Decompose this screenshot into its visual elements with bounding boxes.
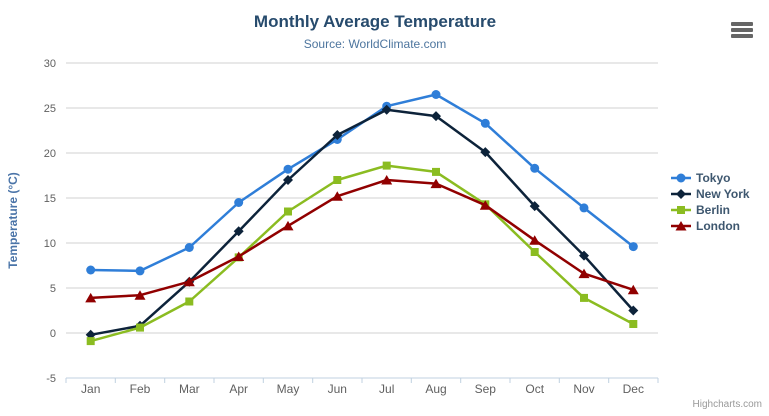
svg-text:10: 10 [44,238,56,250]
legend-label: London [696,219,740,233]
credits-link[interactable]: Highcharts.com [692,399,762,410]
legend-marker-triangle-icon [671,221,691,231]
menu-bar [731,34,753,38]
svg-text:Jul: Jul [379,382,394,396]
svg-text:Aug: Aug [425,382,446,396]
y-axis-title: Temperature (°C) [6,172,20,269]
series-new-york[interactable] [85,104,639,340]
series-tokyo[interactable] [86,90,638,276]
chart-title: Monthly Average Temperature [253,12,497,31]
x-axis-labels: Jan Feb Mar Apr May Jun Jul Aug Sep Oct Nov Dec [81,382,644,396]
menu-bar [731,22,753,26]
svg-text:Feb: Feb [130,382,151,396]
gridlines [66,62,658,379]
legend-label: Tokyo [696,171,731,185]
legend-marker-diamond-icon [671,189,691,199]
svg-text:Oct: Oct [525,382,544,396]
svg-text:Jun: Jun [328,382,347,396]
legend-marker-circle-icon [671,173,691,183]
menu-bar [731,28,753,32]
svg-text:Dec: Dec [623,382,644,396]
legend-label: New York [696,187,750,201]
legend-item-berlin[interactable]: Berlin [670,203,750,217]
x-axis [65,377,659,383]
series-london[interactable] [85,175,639,303]
legend-label: Berlin [696,203,731,217]
svg-text:Jan: Jan [81,382,100,396]
hamburger-menu-icon[interactable] [729,19,755,41]
svg-text:Sep: Sep [475,382,497,396]
legend: Tokyo New York Berlin London [670,171,750,233]
chart-subtitle: Source: WorldClimate.com [303,37,447,51]
svg-text:-5: -5 [46,373,56,385]
svg-text:25: 25 [44,103,56,115]
svg-text:Nov: Nov [573,382,594,396]
svg-text:5: 5 [50,283,56,295]
svg-text:20: 20 [44,148,56,160]
svg-text:30: 30 [44,58,56,70]
svg-text:0: 0 [50,328,56,340]
legend-item-tokyo[interactable]: Tokyo [670,171,750,185]
svg-text:May: May [277,382,300,396]
svg-text:Mar: Mar [179,382,200,396]
y-axis-labels: -5 0 5 10 15 20 25 30 [44,58,56,385]
legend-item-london[interactable]: London [670,219,750,233]
legend-marker-square-icon [671,206,691,214]
legend-item-new-york[interactable]: New York [670,187,750,201]
svg-text:Apr: Apr [229,382,248,396]
svg-text:15: 15 [44,193,56,205]
